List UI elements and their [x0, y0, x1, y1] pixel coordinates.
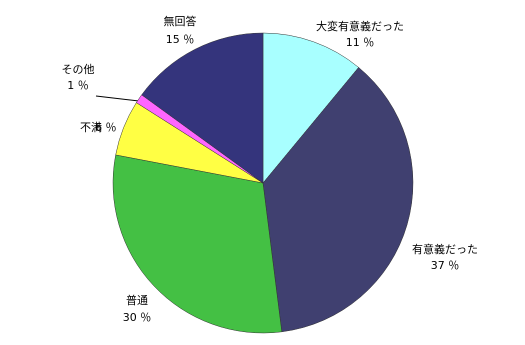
slice-value-label: 30 ％ [123, 311, 152, 324]
pie-slice [262, 67, 414, 333]
slice-label: 普通 [126, 293, 148, 307]
slice-value-label: 15 ％ [166, 33, 195, 46]
pie-slice [141, 32, 264, 184]
slice-value-label: 37 ％ [431, 259, 460, 272]
pie-slice [112, 154, 283, 334]
leader-line [95, 95, 140, 102]
slice-value-label: 11 ％ [346, 36, 375, 49]
slice-label: 有意義だった [412, 242, 478, 256]
slice-label: 不満 [80, 121, 102, 134]
slice-label: 無回答 [164, 14, 197, 28]
slice-label: その他 [62, 63, 95, 76]
slice-value-label: 6 ％ [95, 121, 117, 134]
slice-label: 大変有意義だった [316, 19, 404, 33]
slice-value-label: 1 ％ [67, 79, 89, 92]
pie-slice [262, 32, 359, 184]
